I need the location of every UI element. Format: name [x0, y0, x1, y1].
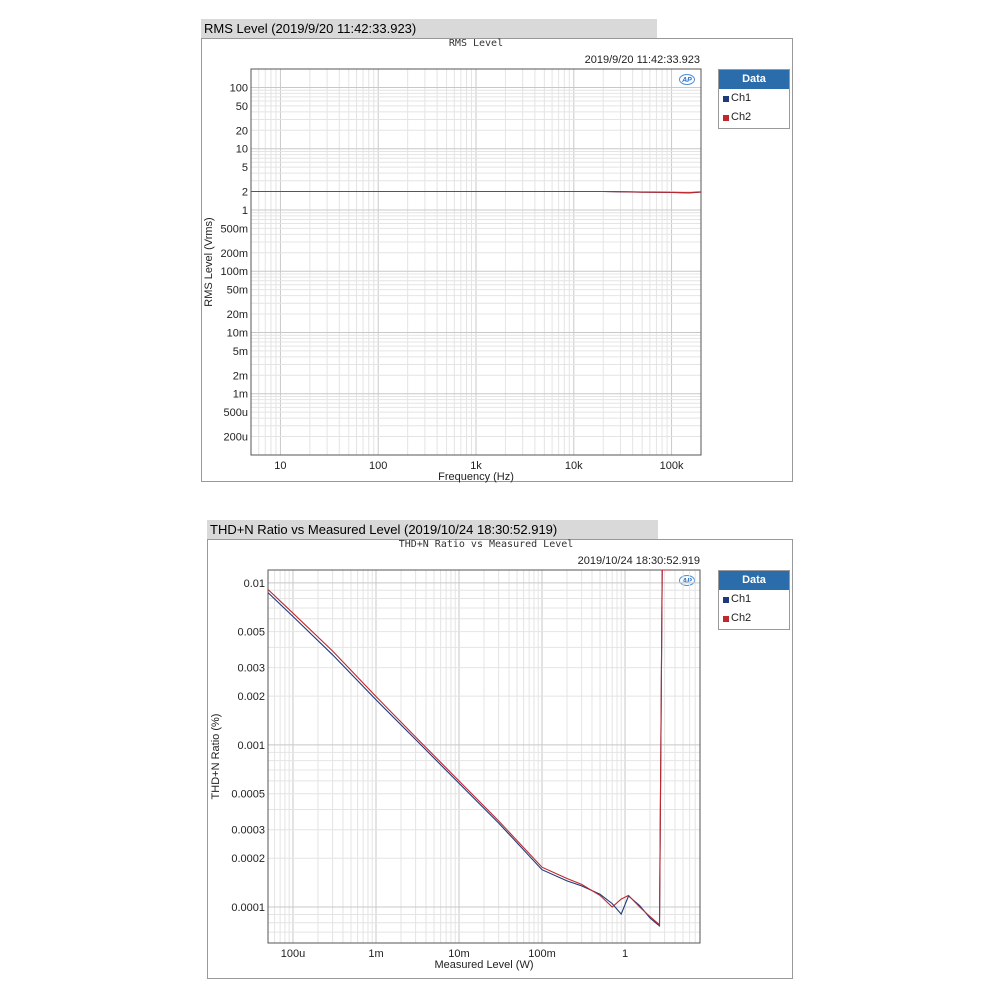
legend-item-ch2[interactable]: Ch2: [719, 108, 789, 127]
legend-label-ch1: Ch1: [731, 593, 752, 605]
thdn-panel: THD+N Ratio vs Measured Level (2019/10/2…: [0, 500, 1000, 999]
ch1-swatch-icon: [723, 96, 729, 102]
ap-logo-icon: AP: [679, 74, 695, 85]
thdn-window-title: THD+N Ratio vs Measured Level (2019/10/2…: [207, 520, 658, 539]
rms-legend[interactable]: Data Ch1 Ch2: [718, 69, 790, 129]
legend-item-ch1[interactable]: Ch1: [719, 590, 789, 609]
thdn-legend[interactable]: Data Ch1 Ch2: [718, 570, 790, 630]
thdn-chart-frame: [207, 539, 793, 979]
rms-chart-frame: [201, 38, 793, 482]
ap-logo-icon: AP: [679, 575, 695, 586]
ch2-swatch-icon: [723, 616, 729, 622]
legend-label-ch2: Ch2: [731, 612, 752, 624]
legend-header: Data: [719, 70, 789, 89]
legend-label-ch2: Ch2: [731, 111, 752, 123]
rms-level-panel: RMS Level (2019/9/20 11:42:33.923) RMS L…: [0, 0, 1000, 490]
rms-window-title: RMS Level (2019/9/20 11:42:33.923): [201, 19, 657, 38]
rms-timestamp: 2019/9/20 11:42:33.923: [584, 54, 700, 66]
legend-item-ch2[interactable]: Ch2: [719, 609, 789, 628]
ch2-swatch-icon: [723, 115, 729, 121]
legend-label-ch1: Ch1: [731, 92, 752, 104]
ch1-swatch-icon: [723, 597, 729, 603]
legend-item-ch1[interactable]: Ch1: [719, 89, 789, 108]
legend-header: Data: [719, 571, 789, 590]
thdn-timestamp: 2019/10/24 18:30:52.919: [577, 555, 700, 567]
thdn-chart-title: THD+N Ratio vs Measured Level: [398, 539, 574, 550]
rms-chart-title: RMS Level: [448, 38, 504, 49]
